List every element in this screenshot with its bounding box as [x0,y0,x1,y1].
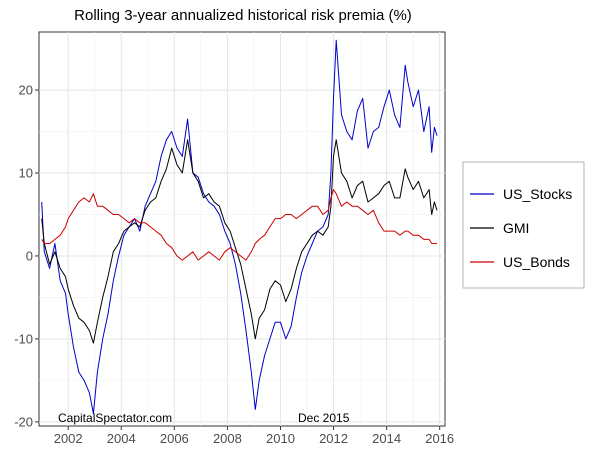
x-axis: 2002 2004 2006 2008 2010 2012 2014 2016 [54,426,454,446]
legend-label-us-bonds: US_Bonds [503,254,570,270]
date-annotation: Dec 2015 [298,411,350,425]
y-tick-label: 10 [19,166,33,181]
series-line-us-bonds [41,189,437,261]
y-tick-label: 0 [26,248,33,263]
x-tick-label: 2014 [372,431,401,446]
x-tick-label: 2002 [54,431,83,446]
x-tick-label: 2010 [266,431,295,446]
y-axis: -20 -10 0 10 20 [14,83,39,429]
x-tick-label: 2004 [107,431,136,446]
x-tick-label: 2016 [425,431,454,446]
y-tick-label: 20 [19,83,33,98]
chart-title: Rolling 3-year annualized historical ris… [74,7,412,24]
legend-label-gmi: GMI [503,220,529,236]
series-layer [41,39,438,415]
y-tick-label: -20 [14,414,33,429]
series-line-gmi [41,139,438,344]
legend-box [462,161,585,289]
plot-panel: CapitalSpectator.com Dec 2015 [38,31,446,427]
series-line-us-stocks [41,39,438,415]
plot-border [38,31,446,427]
legend: US_Stocks GMI US_Bonds [462,161,585,289]
grid-lines [39,32,445,426]
x-tick-label: 2006 [160,431,189,446]
legend-label-us-stocks: US_Stocks [503,186,572,202]
y-tick-label: -10 [14,331,33,346]
x-tick-label: 2012 [319,431,348,446]
x-tick-label: 2008 [213,431,242,446]
source-annotation: CapitalSpectator.com [58,411,172,425]
